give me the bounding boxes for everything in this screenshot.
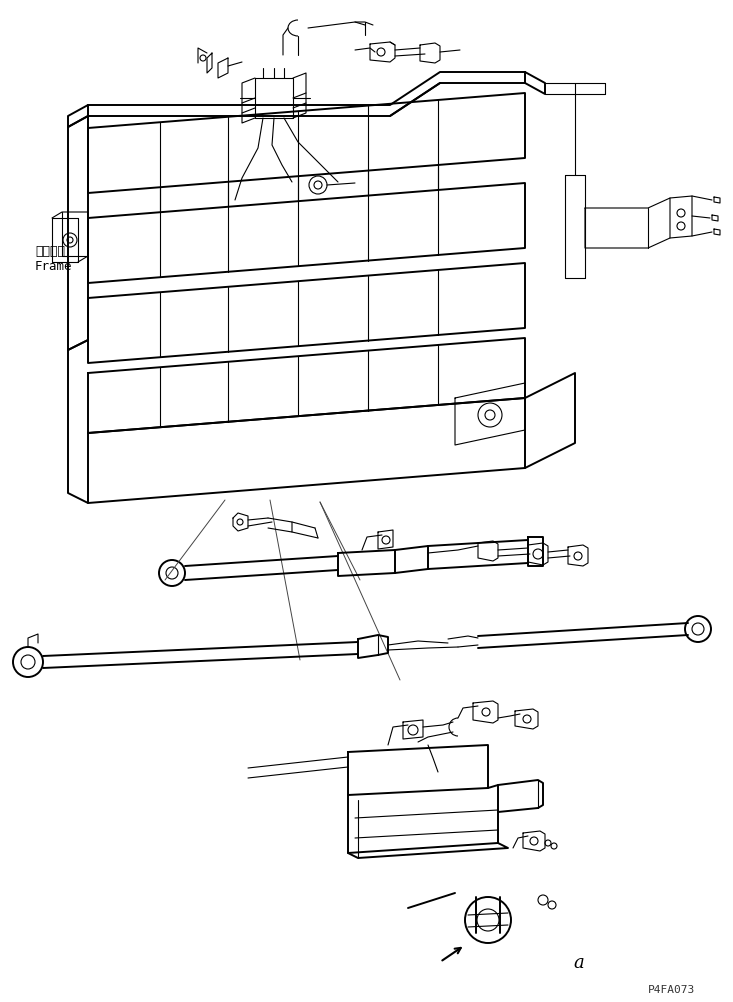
Text: Frame: Frame	[35, 260, 73, 273]
Text: P4FA073: P4FA073	[648, 985, 695, 995]
Text: a: a	[573, 954, 583, 972]
Text: フレーム: フレーム	[35, 245, 65, 258]
